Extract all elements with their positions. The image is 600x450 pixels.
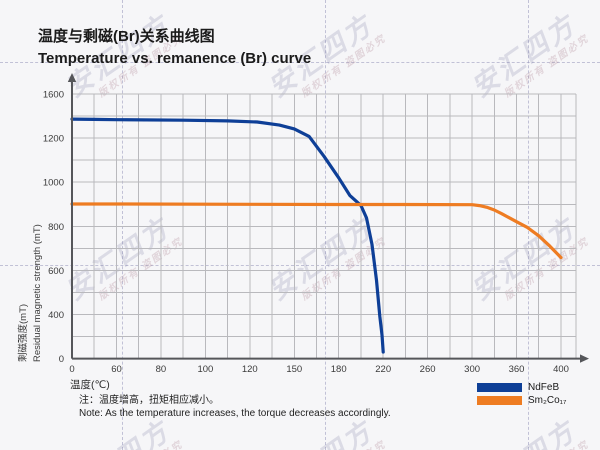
y-tick-label: 0 bbox=[59, 354, 64, 365]
gridlines bbox=[71, 93, 577, 360]
tick-labels: 0 60 80 100 120 150 180 220 260 300 360 400 1600 1200… bbox=[43, 90, 569, 376]
chart-header: 温度与剩磁(Br)关系曲线图 Temperature vs. remanence… bbox=[38, 26, 311, 70]
legend-swatch-ndfeb bbox=[477, 383, 522, 392]
x-tick-label: 150 bbox=[286, 364, 302, 375]
y-tick-label: 800 bbox=[48, 222, 64, 233]
x-tick-label: 100 bbox=[197, 364, 213, 375]
footnote: 注：温度增高，扭矩相应减小。 Note: As the temperature … bbox=[79, 395, 391, 420]
y-axis-title-zh: 剩磁强度(mT) bbox=[18, 303, 29, 362]
legend-item-ndfeb: NdFeB bbox=[477, 381, 566, 394]
axes bbox=[67, 73, 589, 363]
x-tick-label: 260 bbox=[420, 364, 436, 375]
y-axis-arrow-icon bbox=[67, 73, 77, 82]
x-tick-label: 220 bbox=[375, 364, 391, 375]
legend-label-sm2co17: Sm₂Co₁₇ bbox=[528, 395, 567, 406]
y-tick-label: 1200 bbox=[43, 134, 64, 145]
page-title-zh: 温度与剩磁(Br)关系曲线图 bbox=[38, 28, 215, 45]
legend: NdFeB Sm₂Co₁₇ bbox=[477, 381, 566, 407]
x-axis-arrow-icon bbox=[580, 354, 589, 363]
x-tick-label: 80 bbox=[156, 364, 167, 375]
y-tick-label: 1600 bbox=[43, 90, 64, 101]
y-tick-label: 1000 bbox=[43, 178, 64, 189]
y-axis-title-en: Residual magnetic strength (mT) bbox=[32, 224, 43, 362]
page-title-en: Temperature vs. remanence (Br) curve bbox=[38, 50, 312, 67]
x-axis-title: 温度(℃) bbox=[70, 379, 110, 391]
legend-swatch-sm2co17 bbox=[477, 396, 522, 405]
curve-ndfeb bbox=[70, 117, 385, 354]
legend-label-ndfeb: NdFeB bbox=[528, 382, 560, 393]
x-tick-label: 60 bbox=[111, 364, 122, 375]
x-tick-label: 300 bbox=[464, 364, 480, 375]
curve-sm2co17 bbox=[70, 202, 563, 260]
legend-item-sm2co17: Sm₂Co₁₇ bbox=[477, 394, 566, 407]
y-tick-label: 400 bbox=[48, 310, 64, 321]
x-tick-label: 0 bbox=[69, 364, 74, 375]
x-tick-label: 400 bbox=[553, 364, 569, 375]
x-tick-label: 120 bbox=[242, 364, 258, 375]
y-axis-title: 剩磁强度(mT) Residual magnetic strength (mT) bbox=[17, 224, 45, 362]
y-tick-label: 600 bbox=[48, 266, 64, 277]
footnote-zh: 注：温度增高，扭矩相应减小。 bbox=[79, 395, 219, 406]
footnote-en: Note: As the temperature increases, the … bbox=[79, 407, 391, 419]
x-tick-label: 360 bbox=[509, 364, 525, 375]
x-tick-label: 180 bbox=[331, 364, 347, 375]
